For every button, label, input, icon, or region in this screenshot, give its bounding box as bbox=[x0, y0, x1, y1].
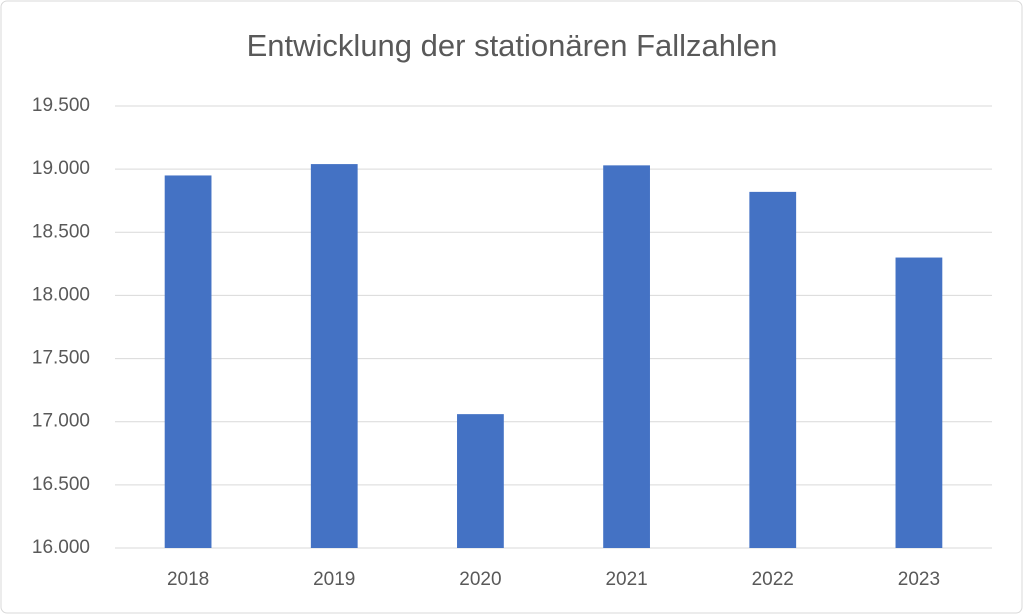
y-tick-label: 16.500 bbox=[32, 474, 90, 495]
y-tick-label: 17.500 bbox=[32, 348, 90, 369]
y-tick-label: 16.000 bbox=[32, 537, 90, 558]
chart-title: Entwicklung der stationären Fallzahlen bbox=[247, 28, 778, 63]
bar bbox=[895, 257, 943, 548]
bar bbox=[457, 414, 504, 548]
x-tick-label: 2022 bbox=[752, 569, 794, 590]
y-tick-label: 18.000 bbox=[32, 284, 90, 305]
x-tick-label: 2020 bbox=[459, 569, 501, 590]
y-tick-label: 19.000 bbox=[32, 158, 90, 179]
y-tick-label: 19.500 bbox=[32, 95, 90, 116]
bar bbox=[749, 191, 797, 549]
bar bbox=[164, 175, 212, 548]
x-tick-label: 2019 bbox=[313, 569, 355, 590]
x-tick-label: 2023 bbox=[898, 569, 940, 590]
x-tick-label: 2018 bbox=[167, 569, 209, 590]
y-tick-label: 18.500 bbox=[32, 221, 90, 242]
bar bbox=[310, 164, 358, 548]
y-tick-label: 17.000 bbox=[32, 411, 90, 432]
x-tick-label: 2021 bbox=[605, 569, 647, 590]
bar bbox=[603, 165, 650, 548]
